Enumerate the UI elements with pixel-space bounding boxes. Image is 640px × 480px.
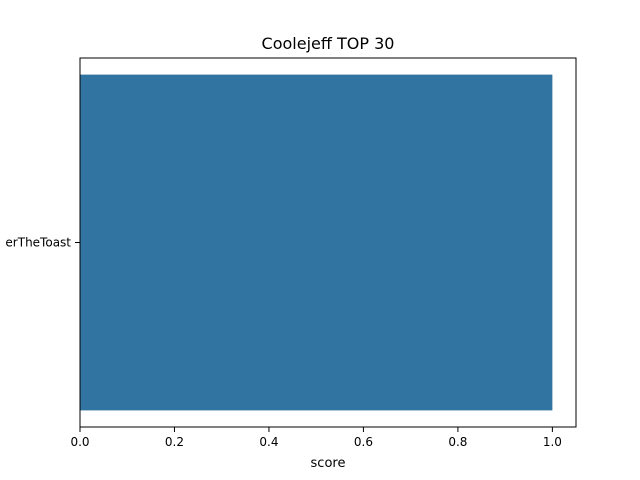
x-axis-label: score xyxy=(311,456,346,471)
bars-group xyxy=(80,74,553,411)
x-tick-label: 0.0 xyxy=(70,435,89,449)
y-tick-label: erTheToast xyxy=(5,236,71,250)
y-axis-ticks: erTheToast xyxy=(5,236,80,250)
chart-title: Coolejeff TOP 30 xyxy=(262,34,395,53)
x-tick-label: 1.0 xyxy=(543,435,562,449)
x-tick-label: 0.8 xyxy=(448,435,467,449)
x-tick-label: 0.4 xyxy=(259,435,278,449)
x-tick-label: 0.2 xyxy=(165,435,184,449)
x-axis-ticks: 0.0 0.2 0.4 0.6 0.8 1.0 xyxy=(70,427,562,449)
x-tick-label: 0.6 xyxy=(354,435,373,449)
bar-erTheToast xyxy=(80,74,553,411)
